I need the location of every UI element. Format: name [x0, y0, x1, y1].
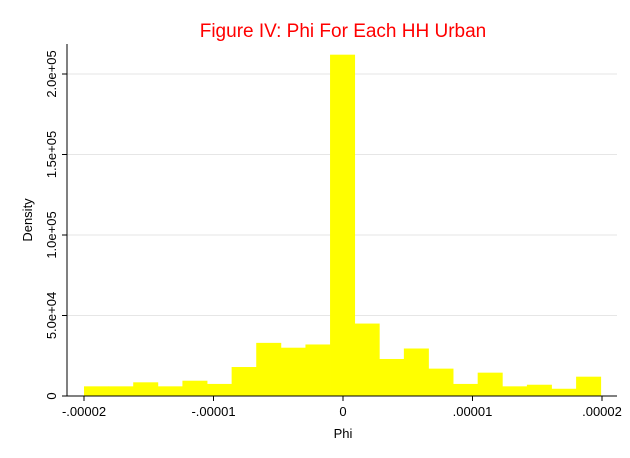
y-axis-label: Density — [20, 198, 35, 242]
x-tick-label: .00002 — [582, 404, 622, 419]
histogram-bar — [502, 386, 528, 396]
x-tick-label: .00001 — [453, 404, 493, 419]
histogram-bar — [84, 386, 110, 396]
histogram-bar — [551, 388, 577, 396]
histogram-bar — [526, 384, 552, 396]
histogram-bars — [84, 54, 602, 397]
x-tick-label: 0 — [339, 404, 346, 419]
histogram-bar — [330, 54, 356, 397]
y-tick-label: 2.0e+05 — [44, 50, 59, 97]
y-tick-label: 1.0e+05 — [44, 211, 59, 258]
histogram-bar — [354, 323, 380, 396]
x-tick-label: -.00001 — [191, 404, 235, 419]
y-tick-label: 0 — [44, 392, 59, 399]
histogram-bar — [379, 358, 405, 396]
y-axis-ticks: 0 5.0e+04 1.0e+05 1.5e+05 2.0e+05 — [44, 50, 67, 400]
histogram-bar — [428, 368, 454, 396]
histogram-bar — [576, 376, 602, 396]
histogram-bar — [256, 342, 282, 396]
histogram-bar — [157, 386, 183, 396]
y-tick-label: 5.0e+04 — [44, 292, 59, 339]
histogram-bar — [280, 347, 306, 396]
histogram-bar — [453, 383, 479, 396]
y-tick-label: 1.5e+05 — [44, 131, 59, 178]
histogram-bar — [133, 382, 159, 396]
histogram-bar — [207, 383, 233, 396]
histogram-bar — [231, 367, 257, 396]
chart-title: Figure IV: Phi For Each HH Urban — [200, 21, 487, 42]
histogram-bar — [477, 372, 503, 396]
x-axis-label: Phi — [334, 426, 353, 441]
histogram-bar — [403, 348, 429, 396]
histogram-bar — [108, 386, 134, 396]
histogram-bar — [182, 380, 208, 396]
histogram-bar — [305, 344, 331, 396]
x-axis-ticks: -.00002 -.00001 0 .00001 .00002 — [62, 396, 622, 419]
x-tick-label: -.00002 — [62, 404, 106, 419]
